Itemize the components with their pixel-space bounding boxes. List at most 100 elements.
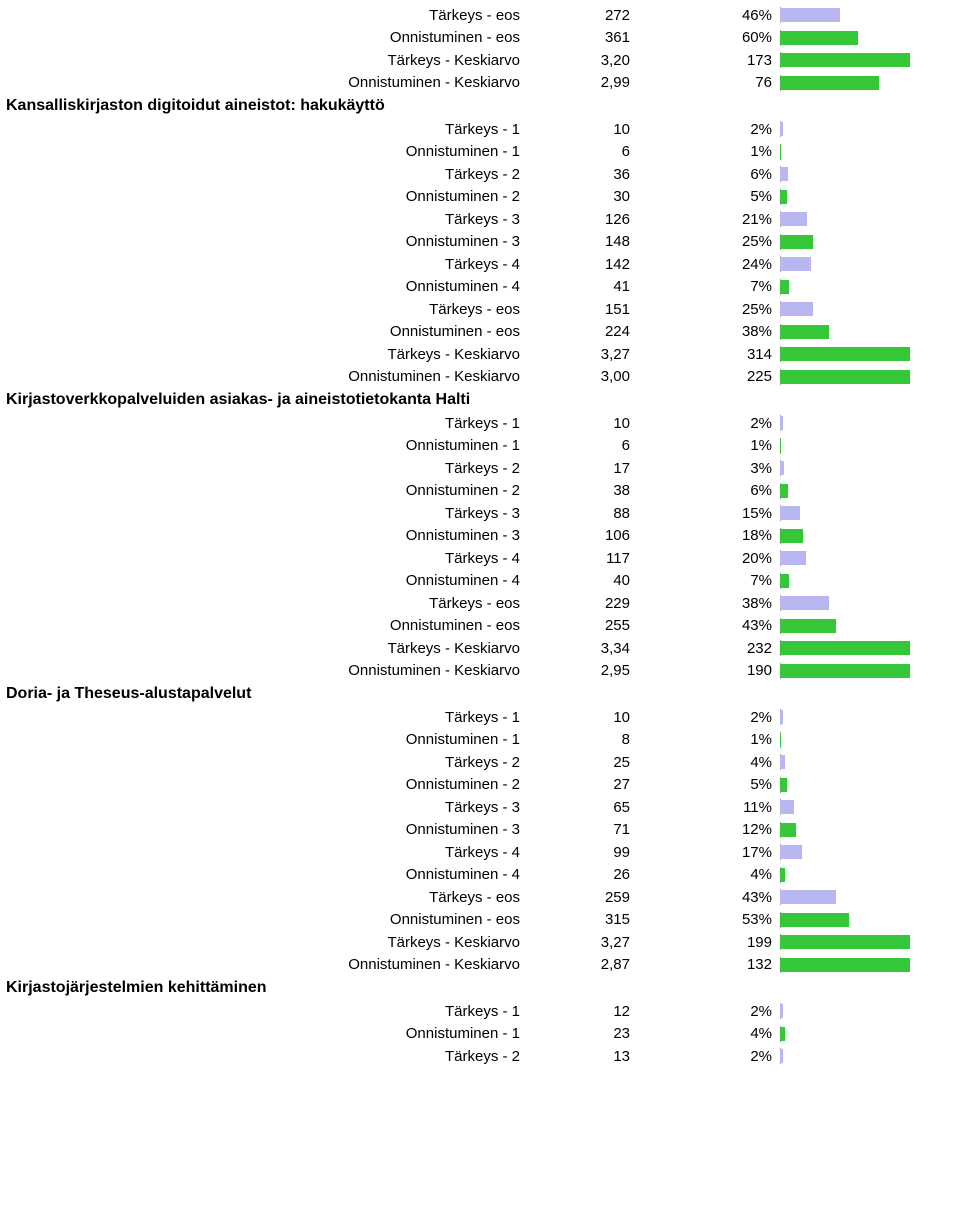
data-row: Tärkeys - 1102% bbox=[0, 706, 960, 729]
bar-holder bbox=[780, 755, 910, 769]
row-label: Tärkeys - 2 bbox=[0, 460, 560, 477]
data-row: Onnistuminen - 314825% bbox=[0, 231, 960, 254]
row-percent: 4% bbox=[670, 866, 780, 883]
row-label: Tärkeys - 4 bbox=[0, 550, 560, 567]
data-row: Tärkeys - Keskiarvo3,27199 bbox=[0, 931, 960, 954]
row-label: Tärkeys - eos bbox=[0, 889, 560, 906]
row-label: Tärkeys - 1 bbox=[0, 121, 560, 138]
onnistuminen-bar bbox=[780, 76, 879, 90]
row-percent: 38% bbox=[670, 323, 780, 340]
data-row: Onnistuminen - 4417% bbox=[0, 276, 960, 299]
row-label: Onnistuminen - 4 bbox=[0, 866, 560, 883]
row-label: Tärkeys - 1 bbox=[0, 1003, 560, 1020]
row-value: 272 bbox=[560, 7, 670, 24]
row-label: Tärkeys - Keskiarvo bbox=[0, 934, 560, 951]
row-value: 38 bbox=[560, 482, 670, 499]
onnistuminen-bar bbox=[780, 145, 781, 159]
row-value: 151 bbox=[560, 301, 670, 318]
row-value: 224 bbox=[560, 323, 670, 340]
onnistuminen-bar bbox=[780, 913, 849, 927]
row-percent: 6% bbox=[670, 166, 780, 183]
row-percent: 5% bbox=[670, 188, 780, 205]
bar-holder bbox=[780, 325, 910, 339]
row-label: Onnistuminen - 1 bbox=[0, 731, 560, 748]
row-value: 36 bbox=[560, 166, 670, 183]
onnistuminen-bar bbox=[780, 574, 789, 588]
row-label: Onnistuminen - 1 bbox=[0, 437, 560, 454]
bar-holder bbox=[780, 1004, 910, 1018]
bar-holder bbox=[780, 484, 910, 498]
data-row: Onnistuminen - 1234% bbox=[0, 1023, 960, 1046]
row-percent: 1% bbox=[670, 437, 780, 454]
row-value: 3,27 bbox=[560, 346, 670, 363]
report-content: Tärkeys - eos27246%Onnistuminen - eos361… bbox=[0, 0, 960, 1078]
data-row: Tärkeys - Keskiarvo3,27314 bbox=[0, 343, 960, 366]
row-label: Tärkeys - 3 bbox=[0, 211, 560, 228]
bar-holder bbox=[780, 145, 910, 159]
row-label: Onnistuminen - 2 bbox=[0, 776, 560, 793]
row-percent: 20% bbox=[670, 550, 780, 567]
row-label: Onnistuminen - 4 bbox=[0, 572, 560, 589]
data-row: Tärkeys - 2173% bbox=[0, 457, 960, 480]
onnistuminen-bar bbox=[780, 1027, 785, 1041]
data-row: Tärkeys - eos15125% bbox=[0, 298, 960, 321]
bar-holder bbox=[780, 664, 910, 678]
onnistuminen-bar bbox=[780, 619, 836, 633]
data-row: Onnistuminen - eos25543% bbox=[0, 615, 960, 638]
row-value: 255 bbox=[560, 617, 670, 634]
onnistuminen-bar bbox=[780, 190, 787, 204]
data-row: Tärkeys - 2254% bbox=[0, 751, 960, 774]
data-row: Tärkeys - eos22938% bbox=[0, 592, 960, 615]
data-row: Tärkeys - 38815% bbox=[0, 502, 960, 525]
bar-holder bbox=[780, 619, 910, 633]
row-label: Onnistuminen - 3 bbox=[0, 233, 560, 250]
tarkeys-bar bbox=[780, 845, 802, 859]
bar-holder bbox=[780, 868, 910, 882]
row-percent: 1% bbox=[670, 143, 780, 160]
data-row: Tärkeys - 1102% bbox=[0, 118, 960, 141]
data-row: Onnistuminen - 2386% bbox=[0, 480, 960, 503]
tarkeys-bar bbox=[780, 710, 783, 724]
data-row: Tärkeys - 1102% bbox=[0, 412, 960, 435]
row-percent: 3% bbox=[670, 460, 780, 477]
row-label: Onnistuminen - 2 bbox=[0, 482, 560, 499]
data-row: Onnistuminen - 161% bbox=[0, 435, 960, 458]
data-row: Tärkeys - 49917% bbox=[0, 841, 960, 864]
row-label: Tärkeys - 1 bbox=[0, 709, 560, 726]
tarkeys-bar bbox=[780, 212, 807, 226]
bar-holder bbox=[780, 257, 910, 271]
section-header: Kirjastoverkkopalveluiden asiakas- ja ai… bbox=[0, 388, 960, 412]
onnistuminen-bar bbox=[780, 53, 910, 67]
row-percent: 60% bbox=[670, 29, 780, 46]
onnistuminen-bar bbox=[780, 778, 787, 792]
onnistuminen-bar bbox=[780, 235, 813, 249]
onnistuminen-bar bbox=[780, 31, 858, 45]
row-value: 10 bbox=[560, 709, 670, 726]
row-label: Onnistuminen - Keskiarvo bbox=[0, 956, 560, 973]
bar-holder bbox=[780, 733, 910, 747]
row-value: 25 bbox=[560, 754, 670, 771]
bar-holder bbox=[780, 190, 910, 204]
bar-holder bbox=[780, 167, 910, 181]
row-percent: 38% bbox=[670, 595, 780, 612]
row-value: 30 bbox=[560, 188, 670, 205]
bar-holder bbox=[780, 574, 910, 588]
tarkeys-bar bbox=[780, 461, 784, 475]
data-row: Onnistuminen - 2275% bbox=[0, 774, 960, 797]
data-row: Tärkeys - 1122% bbox=[0, 1000, 960, 1023]
row-percent: 2% bbox=[670, 121, 780, 138]
tarkeys-bar bbox=[780, 302, 813, 316]
onnistuminen-bar bbox=[780, 347, 910, 361]
onnistuminen-bar bbox=[780, 641, 910, 655]
bar-holder bbox=[780, 122, 910, 136]
row-percent: 5% bbox=[670, 776, 780, 793]
bar-holder bbox=[780, 302, 910, 316]
row-value: 8 bbox=[560, 731, 670, 748]
row-percent: 43% bbox=[670, 889, 780, 906]
onnistuminen-bar bbox=[780, 370, 910, 384]
row-label: Tärkeys - 2 bbox=[0, 754, 560, 771]
tarkeys-bar bbox=[780, 1049, 783, 1063]
row-value: 99 bbox=[560, 844, 670, 861]
row-value: 6 bbox=[560, 437, 670, 454]
bar-holder bbox=[780, 416, 910, 430]
